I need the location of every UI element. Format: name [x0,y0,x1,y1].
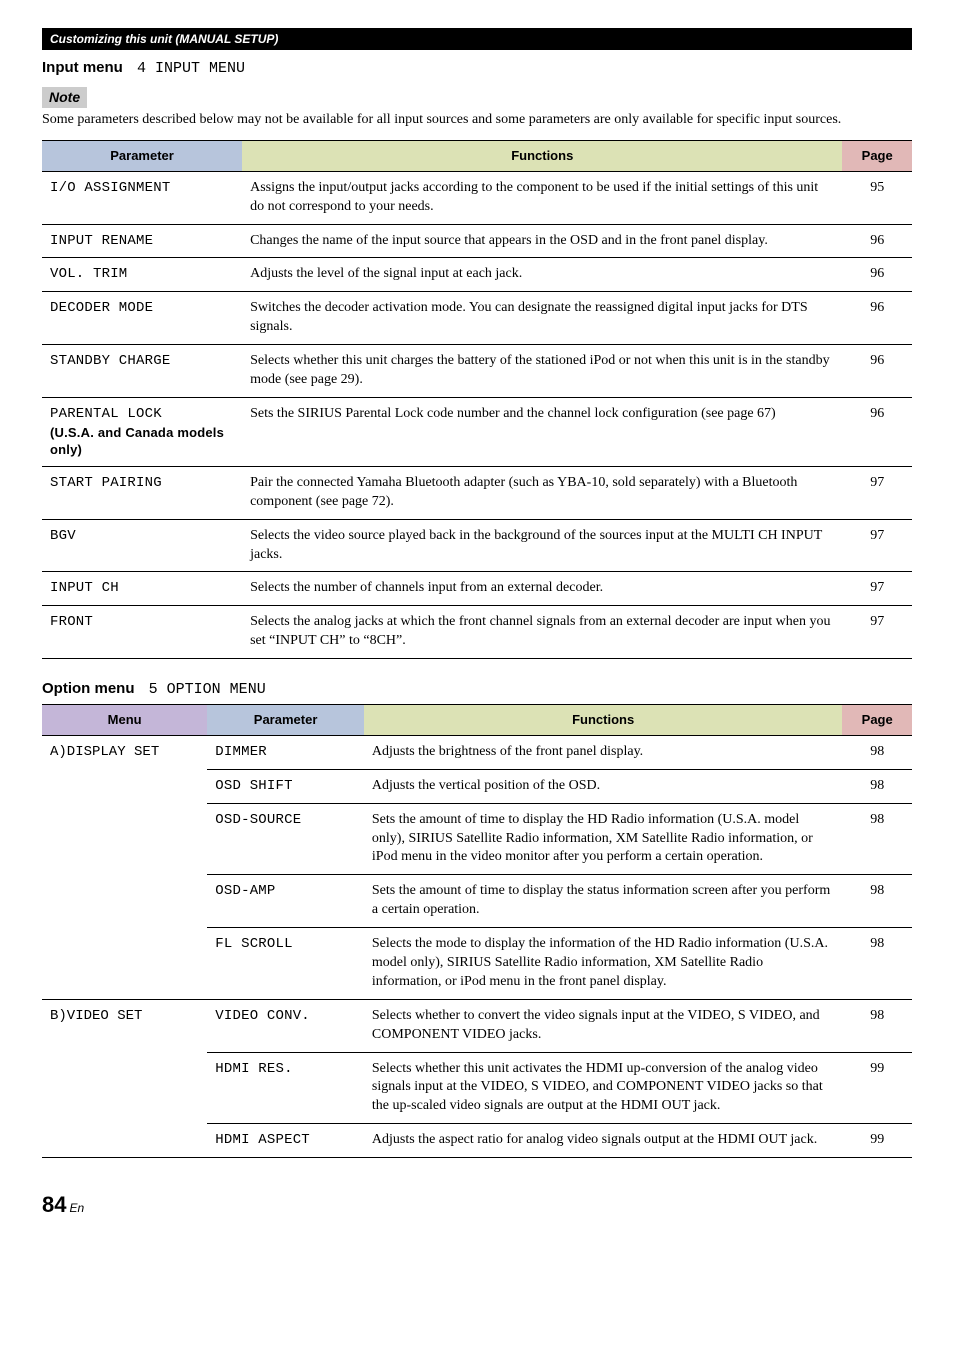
table-row: A)DISPLAY SETDIMMERAdjusts the brightnes… [42,735,912,769]
param-cell: FRONT [42,606,242,659]
page-lang: En [69,1201,84,1215]
param-cell: FL SCROLL [207,928,364,1000]
table-head-row: Menu Parameter Functions Page [42,705,912,736]
func-cell: Changes the name of the input source tha… [242,224,842,258]
table-row: INPUT RENAMEChanges the name of the inpu… [42,224,912,258]
header-parameter: Parameter [42,141,242,172]
menu-cell: A)DISPLAY SET [42,735,207,999]
param-cell: VIDEO CONV. [207,999,364,1052]
input-menu-table: Parameter Functions Page I/O ASSIGNMENTA… [42,140,912,659]
param-cell: I/O ASSIGNMENT [42,171,242,224]
menu-cell: B)VIDEO SET [42,999,207,1157]
page-cell: 99 [842,1124,912,1158]
func-cell: Selects whether to convert the video sig… [364,999,843,1052]
page-cell: 98 [842,999,912,1052]
page-cell: 96 [842,345,912,398]
option-menu-title: Option menu [42,680,135,697]
option-menu-path: 5 OPTION MENU [149,681,266,698]
page-cell: 97 [842,519,912,572]
table-row: I/O ASSIGNMENTAssigns the input/output j… [42,171,912,224]
param-cell: HDMI RES. [207,1052,364,1124]
page-cell: 98 [842,875,912,928]
func-cell: Selects the analog jacks at which the fr… [242,606,842,659]
table-row: VOL. TRIMAdjusts the level of the signal… [42,258,912,292]
header-menu: Menu [42,705,207,736]
page-cell: 98 [842,803,912,875]
func-cell: Selects the video source played back in … [242,519,842,572]
param-cell: DIMMER [207,735,364,769]
param-cell: VOL. TRIM [42,258,242,292]
input-menu-title-row: Input menu 4 INPUT MENU [42,58,912,79]
table-row: START PAIRINGPair the connected Yamaha B… [42,466,912,519]
header-functions: Functions [242,141,842,172]
param-cell: HDMI ASPECT [207,1124,364,1158]
page-cell: 96 [842,292,912,345]
param-cell: OSD SHIFT [207,769,364,803]
page-number: 84 [42,1192,66,1217]
func-cell: Adjusts the vertical position of the OSD… [364,769,843,803]
param-cell: OSD-SOURCE [207,803,364,875]
param-cell: START PAIRING [42,466,242,519]
func-cell: Sets the amount of time to display the H… [364,803,843,875]
page-cell: 97 [842,572,912,606]
table-row: B)VIDEO SETVIDEO CONV.Selects whether to… [42,999,912,1052]
param-sub: (U.S.A. and Canada models only) [50,424,234,459]
param-cell: BGV [42,519,242,572]
page-cell: 98 [842,769,912,803]
table-row: STANDBY CHARGESelects whether this unit … [42,345,912,398]
func-cell: Sets the amount of time to display the s… [364,875,843,928]
func-cell: Sets the SIRIUS Parental Lock code numbe… [242,397,842,466]
input-menu-path: 4 INPUT MENU [137,60,245,77]
header-page: Page [842,705,912,736]
param-cell: OSD-AMP [207,875,364,928]
func-cell: Selects the number of channels input fro… [242,572,842,606]
note-text: Some parameters described below may not … [42,111,912,130]
func-cell: Adjusts the level of the signal input at… [242,258,842,292]
page-cell: 96 [842,258,912,292]
func-cell: Adjusts the aspect ratio for analog vide… [364,1124,843,1158]
table-row: FRONTSelects the analog jacks at which t… [42,606,912,659]
table-head-row: Parameter Functions Page [42,141,912,172]
func-cell: Adjusts the brightness of the front pane… [364,735,843,769]
param-cell: PARENTAL LOCK(U.S.A. and Canada models o… [42,397,242,466]
table-row: INPUT CHSelects the number of channels i… [42,572,912,606]
func-cell: Switches the decoder activation mode. Yo… [242,292,842,345]
page-cell: 96 [842,397,912,466]
func-cell: Assigns the input/output jacks according… [242,171,842,224]
page-cell: 97 [842,606,912,659]
param-cell: INPUT CH [42,572,242,606]
page-cell: 96 [842,224,912,258]
table-row: DECODER MODESwitches the decoder activat… [42,292,912,345]
page-cell: 99 [842,1052,912,1124]
option-menu-table: Menu Parameter Functions Page A)DISPLAY … [42,704,912,1158]
func-cell: Selects whether this unit activates the … [364,1052,843,1124]
table-row: BGVSelects the video source played back … [42,519,912,572]
param-cell: INPUT RENAME [42,224,242,258]
page-cell: 95 [842,171,912,224]
param-cell: DECODER MODE [42,292,242,345]
table-row: PARENTAL LOCK(U.S.A. and Canada models o… [42,397,912,466]
param-cell: STANDBY CHARGE [42,345,242,398]
page-footer: 84En [42,1190,912,1220]
page-cell: 97 [842,466,912,519]
func-cell: Pair the connected Yamaha Bluetooth adap… [242,466,842,519]
note-label: Note [42,87,87,108]
header-functions: Functions [364,705,843,736]
option-menu-title-row: Option menu 5 OPTION MENU [42,679,912,700]
header-parameter: Parameter [207,705,364,736]
page-cell: 98 [842,735,912,769]
page-cell: 98 [842,928,912,1000]
func-cell: Selects whether this unit charges the ba… [242,345,842,398]
input-menu-title: Input menu [42,59,123,76]
func-cell: Selects the mode to display the informat… [364,928,843,1000]
header-page: Page [842,141,912,172]
header-bar: Customizing this unit (MANUAL SETUP) [42,28,912,50]
